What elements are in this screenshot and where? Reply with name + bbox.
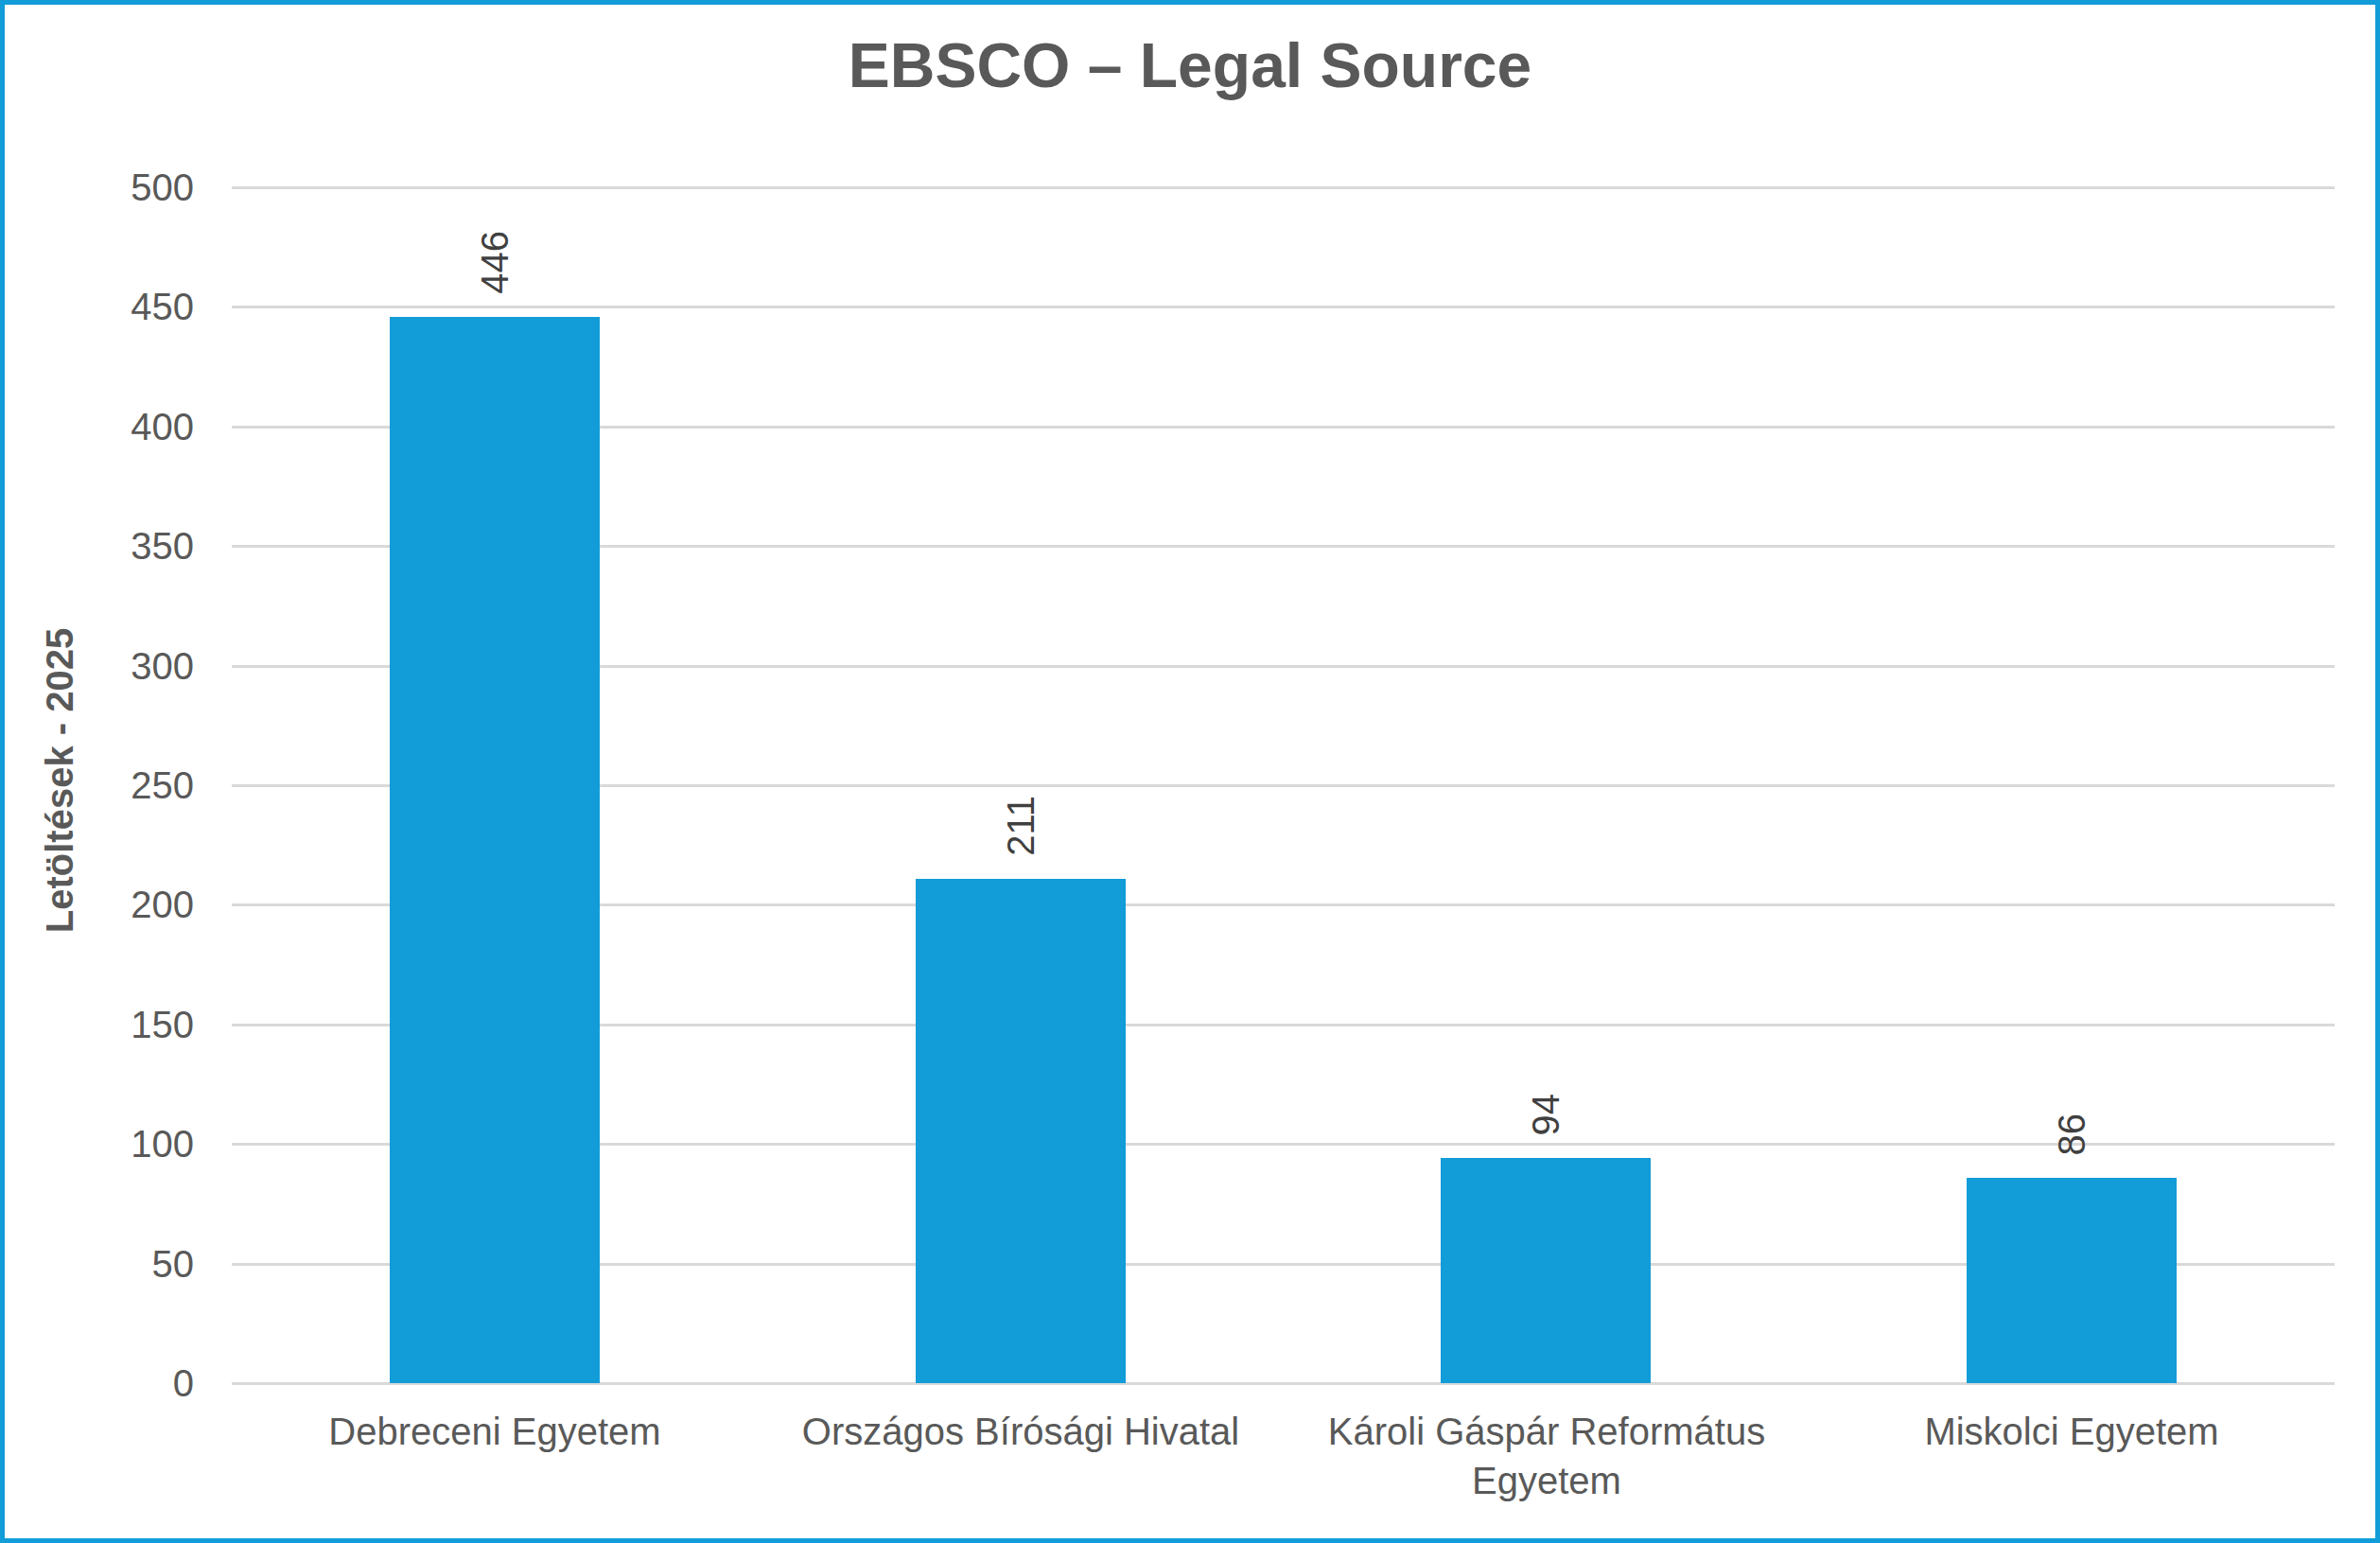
y-tick-label: 150 [43, 1000, 194, 1049]
bar-value-label: 94 [1523, 1094, 1568, 1136]
gridline [232, 186, 2335, 189]
bar [1967, 1178, 2177, 1383]
y-tick-label: 300 [43, 641, 194, 691]
gridline [232, 306, 2335, 308]
chart-title: EBSCO – Legal Source [5, 29, 2375, 101]
y-tick-label: 50 [43, 1239, 194, 1289]
y-tick-label: 500 [43, 163, 194, 212]
bar [916, 879, 1126, 1383]
y-tick-label: 450 [43, 282, 194, 331]
bar-value-label: 211 [998, 796, 1043, 856]
y-tick-label: 0 [43, 1359, 194, 1408]
y-tick-label: 250 [43, 761, 194, 810]
bar-value-label: 446 [472, 231, 517, 294]
x-category-label: Miskolci Egyetem [1826, 1407, 2318, 1456]
y-tick-label: 100 [43, 1119, 194, 1168]
bar [1441, 1158, 1651, 1383]
x-category-label: Országos Bírósági Hivatal [775, 1407, 1267, 1456]
y-tick-label: 200 [43, 880, 194, 929]
bar [390, 317, 600, 1383]
x-category-label: Károli Gáspár Református Egyetem [1301, 1407, 1793, 1505]
bar-chart: EBSCO – Legal Source Letöltések - 2025 0… [0, 0, 2380, 1543]
x-category-label: Debreceni Egyetem [249, 1407, 741, 1456]
y-tick-label: 350 [43, 521, 194, 570]
bar-value-label: 86 [2049, 1113, 2094, 1156]
y-tick-label: 400 [43, 402, 194, 451]
